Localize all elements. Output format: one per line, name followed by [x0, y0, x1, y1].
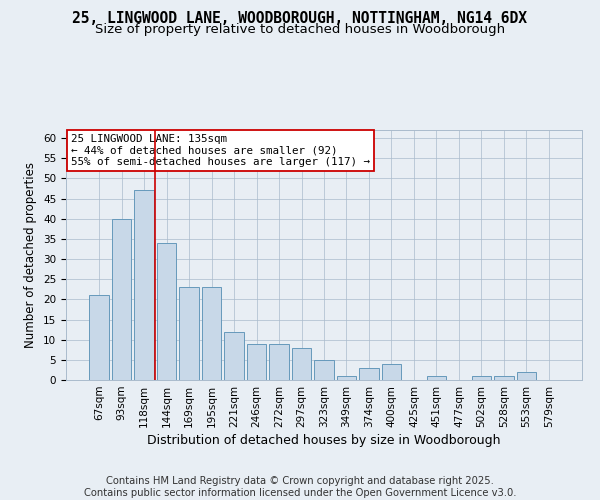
Bar: [472, 376, 491, 380]
Bar: [314, 360, 334, 380]
Bar: [269, 344, 289, 380]
Text: 25, LINGWOOD LANE, WOODBOROUGH, NOTTINGHAM, NG14 6DX: 25, LINGWOOD LANE, WOODBOROUGH, NOTTINGH…: [73, 11, 527, 26]
Bar: [157, 243, 176, 380]
Bar: [337, 376, 356, 380]
Y-axis label: Number of detached properties: Number of detached properties: [25, 162, 37, 348]
Bar: [224, 332, 244, 380]
Bar: [179, 288, 199, 380]
Bar: [494, 376, 514, 380]
Bar: [202, 288, 221, 380]
Bar: [247, 344, 266, 380]
Bar: [292, 348, 311, 380]
Bar: [517, 372, 536, 380]
Bar: [359, 368, 379, 380]
X-axis label: Distribution of detached houses by size in Woodborough: Distribution of detached houses by size …: [147, 434, 501, 447]
Bar: [134, 190, 154, 380]
Text: Size of property relative to detached houses in Woodborough: Size of property relative to detached ho…: [95, 22, 505, 36]
Bar: [112, 218, 131, 380]
Bar: [89, 296, 109, 380]
Bar: [427, 376, 446, 380]
Text: Contains HM Land Registry data © Crown copyright and database right 2025.
Contai: Contains HM Land Registry data © Crown c…: [84, 476, 516, 498]
Text: 25 LINGWOOD LANE: 135sqm
← 44% of detached houses are smaller (92)
55% of semi-d: 25 LINGWOOD LANE: 135sqm ← 44% of detach…: [71, 134, 370, 167]
Bar: [382, 364, 401, 380]
